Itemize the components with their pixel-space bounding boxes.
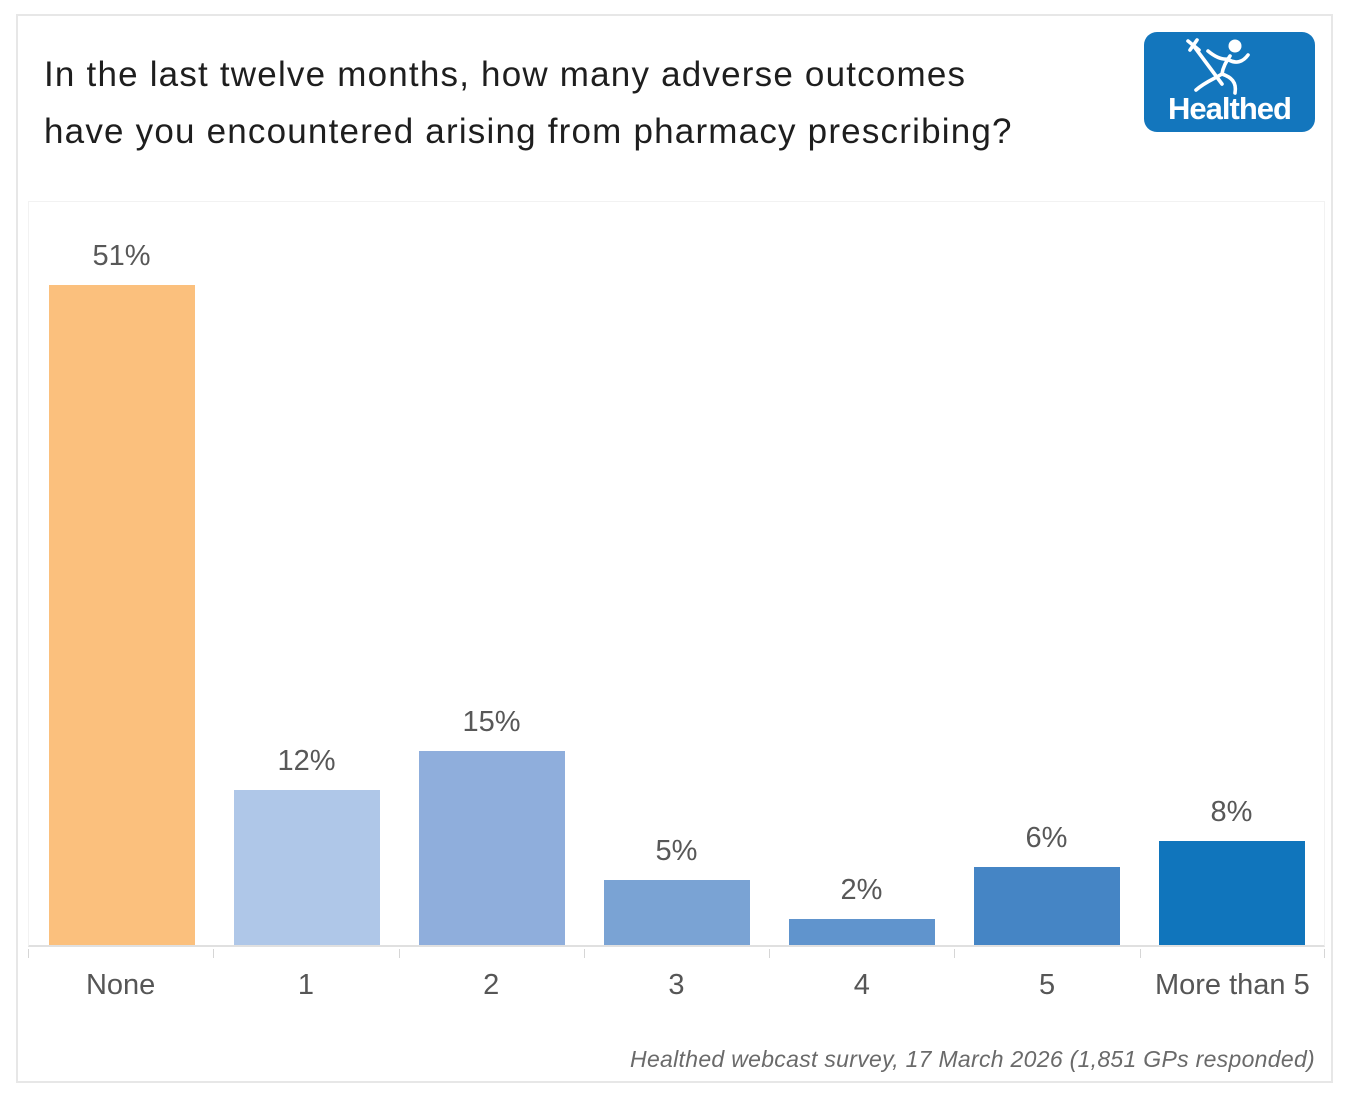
axis-tick — [398, 949, 400, 958]
x-axis-label: None — [85, 968, 156, 1001]
axis-tick — [769, 949, 771, 958]
chart-column: 15% — [399, 202, 584, 945]
x-axis-label: More than 5 — [1154, 968, 1310, 1001]
bar-value-label: 12% — [277, 745, 336, 777]
healthed-logo: Healthed — [1144, 32, 1315, 132]
bar-none[interactable] — [48, 285, 195, 945]
logo-text: Healthed — [1168, 91, 1291, 126]
chart-title: In the last twelve months, how many adve… — [44, 46, 1013, 160]
bar-value-label: 51% — [92, 240, 151, 272]
bar-2[interactable] — [418, 751, 565, 945]
bar-3[interactable] — [603, 880, 750, 945]
bar-value-label: 2% — [840, 874, 883, 906]
x-axis-label: 2 — [483, 968, 500, 1001]
chart-title-line2: have you encountered arising from pharma… — [44, 112, 1013, 151]
x-axis-label: 4 — [853, 968, 870, 1001]
bar-value-label: 8% — [1210, 796, 1253, 828]
x-axis-label: 5 — [1038, 968, 1056, 1001]
axis-tick — [583, 949, 585, 958]
bar-more-than-5[interactable] — [1158, 841, 1305, 945]
bar-value-label: 5% — [655, 835, 698, 867]
x-axis-label: 1 — [297, 968, 314, 1001]
chart-column: 12% — [214, 202, 399, 945]
bar-1[interactable] — [233, 790, 380, 945]
axis-tick — [213, 949, 215, 958]
chart-column: 5% — [584, 202, 769, 945]
axis-tick — [954, 949, 956, 958]
bar-value-label: 6% — [1025, 822, 1068, 854]
axis-tick — [28, 949, 29, 958]
chart-card: In the last twelve months, how many adve… — [16, 14, 1333, 1083]
chart-title-line1: In the last twelve months, how many adve… — [44, 55, 967, 94]
bar-5[interactable] — [973, 867, 1120, 945]
bar-value-label: 15% — [462, 706, 521, 738]
axis-tick — [1324, 949, 1325, 958]
bar-4[interactable] — [788, 919, 935, 945]
x-axis-label: 3 — [668, 968, 685, 1001]
axis-tick — [1139, 949, 1141, 958]
chart-column: 8% — [1139, 202, 1324, 945]
plot-area: 51% 12% 15% 5% 2% 6% 8% — [28, 201, 1325, 947]
source-note: Healthed webcast survey, 17 March 2026 (… — [630, 1046, 1315, 1072]
x-axis-ticks — [28, 949, 1325, 958]
hermes-runner-icon: Healthed — [1144, 32, 1315, 132]
x-axis-labels: None 1 2 3 4 5 More than 5 — [28, 964, 1325, 1006]
chart-column: 51% — [29, 202, 214, 945]
chart-column: 2% — [769, 202, 954, 945]
chart-column: 6% — [954, 202, 1139, 945]
